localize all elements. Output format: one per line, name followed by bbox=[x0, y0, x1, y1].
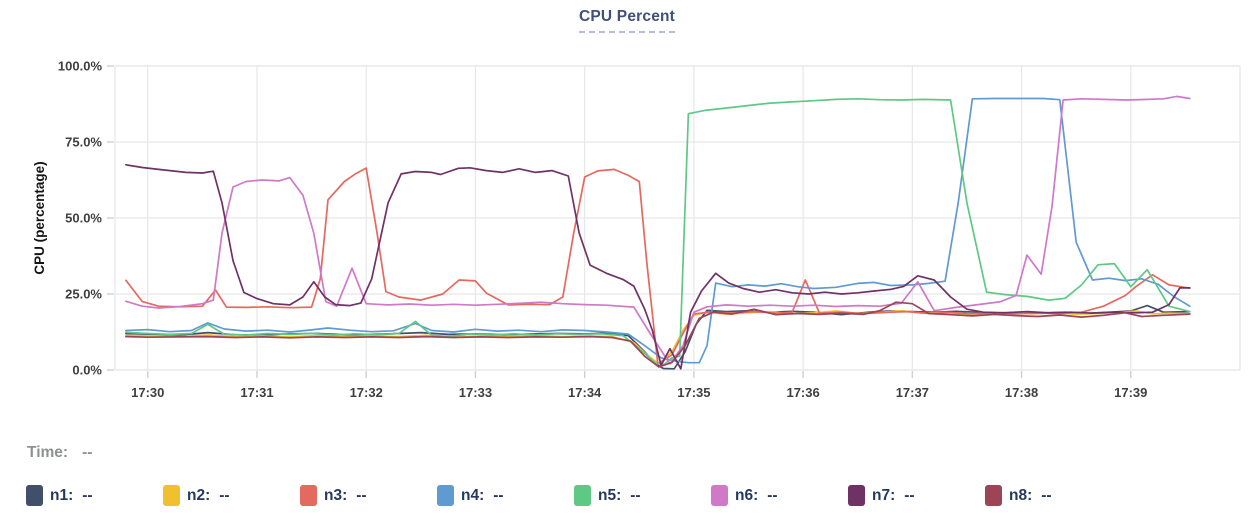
time-readout: Time: -- bbox=[27, 444, 92, 462]
x-tick-label: 17:33 bbox=[459, 385, 492, 400]
y-axis-title: CPU (percentage) bbox=[32, 161, 47, 274]
plot-area[interactable] bbox=[115, 66, 1240, 370]
x-tick-label: 17:36 bbox=[786, 385, 819, 400]
legend-label-n5: n5: bbox=[598, 486, 622, 504]
legend-item-n1[interactable]: n1: -- bbox=[26, 485, 163, 506]
legend-item-n4[interactable]: n4: -- bbox=[437, 485, 574, 506]
legend-item-n7[interactable]: n7: -- bbox=[848, 485, 985, 506]
legend-value-n3: -- bbox=[356, 486, 367, 504]
legend: n1: -- n2: -- n3: -- n4: -- n5: -- n6: -- n7: -- n8: -- bbox=[26, 485, 1122, 506]
cpu-chart[interactable]: 0.0% 25.0% 50.0% 75.0% 100.0% 17:30 17:31 17:32… bbox=[0, 0, 1254, 420]
legend-swatch-n2 bbox=[163, 485, 180, 506]
legend-label-n4: n4: bbox=[461, 486, 485, 504]
legend-swatch-n1 bbox=[26, 485, 43, 506]
x-tick-label: 17:38 bbox=[1005, 385, 1038, 400]
y-tick-label: 25.0% bbox=[65, 287, 102, 302]
legend-swatch-n6 bbox=[711, 485, 728, 506]
legend-swatch-n7 bbox=[848, 485, 865, 506]
time-label: Time: bbox=[27, 444, 69, 461]
x-tick-label: 17:39 bbox=[1114, 385, 1147, 400]
legend-item-n2[interactable]: n2: -- bbox=[163, 485, 300, 506]
legend-swatch-n4 bbox=[437, 485, 454, 506]
series-line-n6 bbox=[125, 95, 1191, 365]
legend-value-n1: -- bbox=[82, 486, 93, 504]
x-tick-label: 17:34 bbox=[568, 385, 602, 400]
legend-item-n6[interactable]: n6: -- bbox=[711, 485, 848, 506]
chart-header: CPU Percent bbox=[0, 8, 1254, 33]
legend-swatch-n5 bbox=[574, 485, 591, 506]
legend-swatch-n8 bbox=[985, 485, 1002, 506]
series-line-n3 bbox=[125, 167, 1191, 365]
legend-label-n3: n3: bbox=[324, 486, 348, 504]
grid bbox=[107, 65, 1241, 378]
legend-value-n6: -- bbox=[767, 486, 778, 504]
legend-label-n6: n6: bbox=[735, 486, 759, 504]
time-value: -- bbox=[82, 444, 93, 461]
series-line-n4 bbox=[125, 97, 1191, 364]
legend-label-n1: n1: bbox=[50, 486, 74, 504]
legend-value-n2: -- bbox=[219, 486, 230, 504]
legend-label-n2: n2: bbox=[187, 486, 211, 504]
y-tick-label: 0.0% bbox=[72, 363, 102, 378]
x-tick-label: 17:32 bbox=[350, 385, 383, 400]
legend-item-n3[interactable]: n3: -- bbox=[300, 485, 437, 506]
legend-value-n8: -- bbox=[1041, 486, 1052, 504]
legend-swatch-n3 bbox=[300, 485, 317, 506]
series-line-n7 bbox=[125, 163, 1191, 370]
legend-label-n8: n8: bbox=[1009, 486, 1033, 504]
legend-value-n4: -- bbox=[493, 486, 504, 504]
legend-item-n5[interactable]: n5: -- bbox=[574, 485, 711, 506]
legend-item-n8[interactable]: n8: -- bbox=[985, 485, 1122, 506]
y-tick-label: 100.0% bbox=[58, 59, 103, 74]
x-tick-label: 17:30 bbox=[131, 385, 164, 400]
y-tick-label: 75.0% bbox=[65, 135, 102, 150]
y-tick-label: 50.0% bbox=[65, 211, 102, 226]
x-tick-label: 17:31 bbox=[240, 385, 273, 400]
plot-border bbox=[114, 65, 1241, 371]
legend-value-n5: -- bbox=[630, 486, 641, 504]
x-tick-label: 17:35 bbox=[677, 385, 710, 400]
series-line-n8 bbox=[125, 301, 1191, 368]
legend-label-n7: n7: bbox=[872, 486, 896, 504]
x-tick-label: 17:37 bbox=[896, 385, 929, 400]
legend-value-n7: -- bbox=[904, 486, 915, 504]
chart-title[interactable]: CPU Percent bbox=[578, 8, 676, 33]
